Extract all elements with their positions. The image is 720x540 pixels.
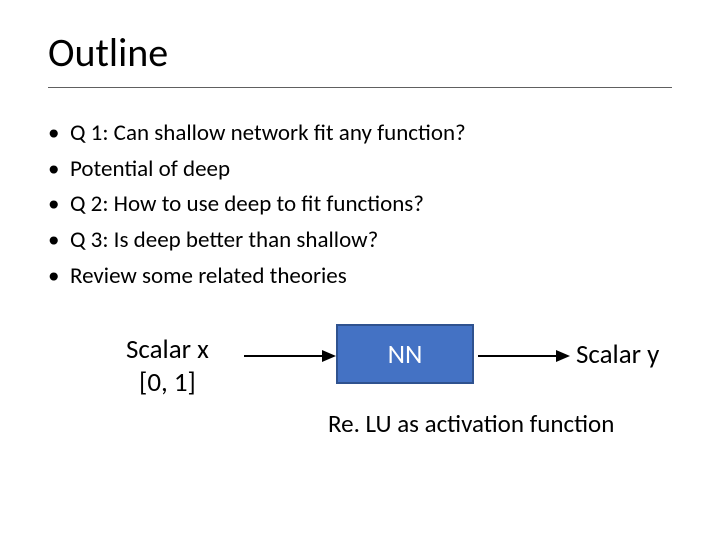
list-item: •Q 1: Can shallow network fit any functi… <box>48 116 672 152</box>
diagram-caption: Re. LU as activation function <box>328 408 614 439</box>
bullet-text: Q 2: How to use deep to fit functions? <box>70 190 424 218</box>
title-underline <box>48 87 672 88</box>
flow-diagram: Scalar x [0, 1] NN Scalar y Re. LU as ac… <box>48 324 672 434</box>
nn-node: NN <box>336 324 474 384</box>
list-item: •Potential of deep <box>48 152 672 188</box>
input-node-label: Scalar x [0, 1] <box>126 334 209 399</box>
output-node-label: Scalar y <box>576 338 659 371</box>
arrow-icon <box>478 346 570 366</box>
bullet-text: Q 3: Is deep better than shallow? <box>70 226 378 254</box>
slide-title: Outline <box>48 28 672 77</box>
input-label-line1: Scalar x <box>126 334 209 366</box>
input-label-line2: [0, 1] <box>126 367 209 399</box>
list-item: •Q 3: Is deep better than shallow? <box>48 223 672 259</box>
list-item: •Q 2: How to use deep to fit functions? <box>48 187 672 223</box>
list-item: •Review some related theories <box>48 259 672 295</box>
bullet-text: Potential of deep <box>70 155 230 183</box>
slide: Outline •Q 1: Can shallow network fit an… <box>0 0 720 540</box>
bullet-text: Q 1: Can shallow network fit any functio… <box>70 119 466 147</box>
arrow-icon <box>244 346 336 366</box>
nn-node-label: NN <box>388 338 423 371</box>
bullet-list: •Q 1: Can shallow network fit any functi… <box>48 116 672 294</box>
bullet-text: Review some related theories <box>70 262 347 290</box>
